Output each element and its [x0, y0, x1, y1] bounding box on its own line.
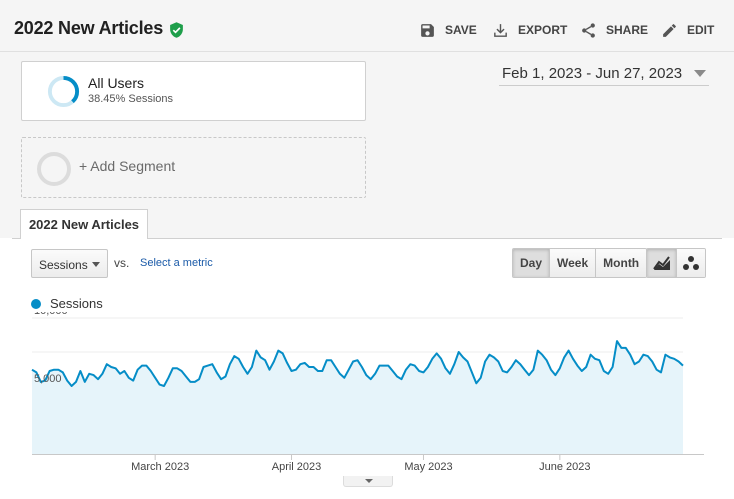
chevron-down-icon	[365, 479, 373, 483]
caret-down-icon	[92, 262, 100, 267]
y-tick-label: 10,000	[34, 312, 68, 317]
share-button[interactable]: SHARE	[580, 20, 648, 40]
save-button[interactable]: SAVE	[419, 20, 477, 40]
segment-share-ring-icon	[47, 75, 80, 108]
sessions-area	[32, 341, 683, 454]
chart-expand-handle[interactable]	[343, 476, 393, 487]
save-label: SAVE	[445, 23, 477, 37]
tab-report[interactable]: 2022 New Articles	[20, 209, 148, 239]
x-tick-label: April 2023	[272, 461, 322, 473]
save-icon	[421, 23, 434, 37]
x-tick-label: March 2023	[131, 461, 189, 473]
export-button[interactable]: EXPORT	[492, 20, 567, 40]
sessions-line	[31, 340, 684, 387]
legend-label: Sessions	[50, 296, 103, 311]
select-metric-link[interactable]: Select a metric	[140, 257, 213, 269]
chart-legend: Sessions	[31, 296, 103, 311]
edit-button[interactable]: EDIT	[661, 20, 714, 40]
granularity-month-button[interactable]: Month	[595, 249, 647, 277]
report-header: 2022 New Articles SAVE EXPORT SHARE EDIT	[0, 0, 734, 52]
line-chart-icon	[652, 256, 670, 270]
add-segment-ring-icon	[37, 152, 71, 186]
granularity-toggle: Day Week Month	[512, 248, 648, 278]
sessions-chart[interactable]: 10,000 5,000 March 2023 April 2023 May 2023 J…	[0, 312, 734, 480]
x-tick-label: June 2023	[539, 461, 590, 473]
dropdown-arrow-icon	[694, 70, 706, 77]
share-label: SHARE	[606, 23, 649, 37]
add-segment-label: + Add Segment	[79, 158, 176, 174]
x-tick-label: May 2023	[404, 461, 452, 473]
line-chart-button[interactable]	[647, 249, 676, 277]
export-label: EXPORT	[518, 23, 568, 37]
segment-all-users[interactable]: All Users 38.45% Sessions	[21, 61, 366, 121]
y-tick-label: 5,000	[34, 373, 62, 385]
metric-dropdown-value: Sessions	[39, 258, 88, 272]
verified-check-icon	[170, 22, 183, 38]
granularity-week-button[interactable]: Week	[549, 249, 596, 277]
edit-icon	[663, 23, 676, 37]
segment-name: All Users	[88, 75, 145, 91]
segment-percentage: 38.45% Sessions	[88, 93, 173, 105]
vs-label: vs.	[114, 256, 130, 270]
page-title: 2022 New Articles	[14, 18, 164, 38]
granularity-day-button[interactable]: Day	[513, 249, 550, 277]
date-range-picker[interactable]: Feb 1, 2023 - Jun 27, 2023	[499, 61, 709, 86]
bubble-chart-icon	[683, 256, 699, 270]
add-segment-button[interactable]: + Add Segment	[21, 137, 366, 198]
legend-swatch	[31, 298, 41, 309]
metric-dropdown[interactable]: Sessions	[31, 249, 108, 278]
edit-label: EDIT	[687, 23, 715, 37]
share-icon	[582, 22, 595, 38]
date-range-text: Feb 1, 2023 - Jun 27, 2023	[502, 65, 683, 82]
chart-type-toggle	[646, 248, 706, 278]
export-icon	[494, 23, 507, 37]
motion-chart-button[interactable]	[676, 249, 705, 277]
tab-divider	[12, 238, 722, 239]
